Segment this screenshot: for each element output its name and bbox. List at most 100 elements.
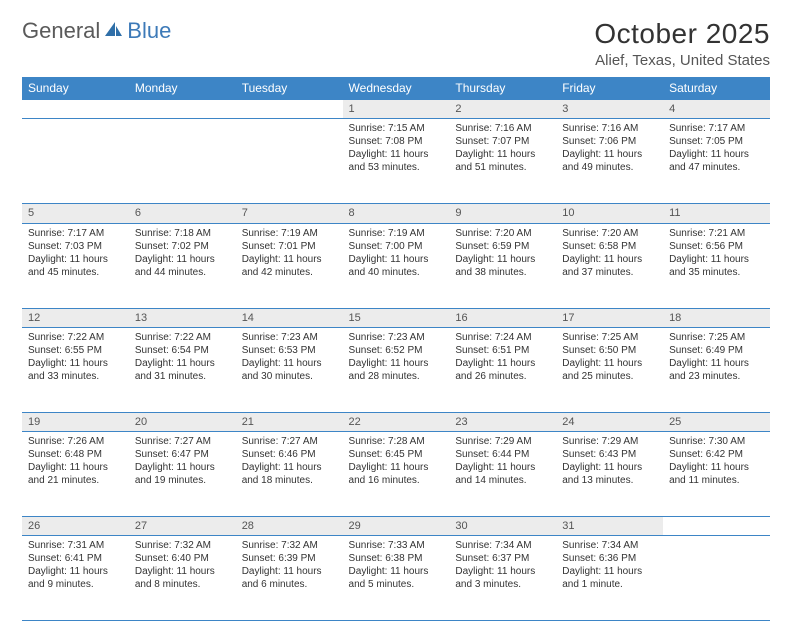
- day-number-cell: 3: [556, 100, 663, 119]
- logo: General Blue: [22, 18, 171, 44]
- day-cell: Sunrise: 7:19 AMSunset: 7:00 PMDaylight:…: [343, 223, 450, 308]
- day-number-cell: 12: [22, 308, 129, 327]
- day-cell: Sunrise: 7:25 AMSunset: 6:49 PMDaylight:…: [663, 327, 770, 412]
- sunrise-line: Sunrise: 7:19 AM: [349, 227, 444, 240]
- daylight-line: Daylight: 11 hours and 51 minutes.: [455, 148, 550, 174]
- day-number-cell: 24: [556, 412, 663, 431]
- day-cell: Sunrise: 7:17 AMSunset: 7:03 PMDaylight:…: [22, 223, 129, 308]
- day-content-row: Sunrise: 7:17 AMSunset: 7:03 PMDaylight:…: [22, 223, 770, 308]
- day-number-cell: 10: [556, 204, 663, 223]
- sunset-line: Sunset: 6:59 PM: [455, 240, 550, 253]
- sunset-line: Sunset: 7:03 PM: [28, 240, 123, 253]
- daylight-line: Daylight: 11 hours and 44 minutes.: [135, 253, 230, 279]
- daylight-line: Daylight: 11 hours and 38 minutes.: [455, 253, 550, 279]
- sunset-line: Sunset: 6:58 PM: [562, 240, 657, 253]
- sunrise-line: Sunrise: 7:27 AM: [135, 435, 230, 448]
- day-cell: Sunrise: 7:16 AMSunset: 7:06 PMDaylight:…: [556, 119, 663, 204]
- weekday-header-row: SundayMondayTuesdayWednesdayThursdayFrid…: [22, 77, 770, 100]
- sunrise-line: Sunrise: 7:18 AM: [135, 227, 230, 240]
- day-cell: Sunrise: 7:32 AMSunset: 6:40 PMDaylight:…: [129, 536, 236, 621]
- day-cell: Sunrise: 7:27 AMSunset: 6:46 PMDaylight:…: [236, 432, 343, 517]
- sunrise-line: Sunrise: 7:31 AM: [28, 539, 123, 552]
- sunrise-line: Sunrise: 7:29 AM: [455, 435, 550, 448]
- sunset-line: Sunset: 6:41 PM: [28, 552, 123, 565]
- sunset-line: Sunset: 7:07 PM: [455, 135, 550, 148]
- day-number-cell: 13: [129, 308, 236, 327]
- day-cell: Sunrise: 7:27 AMSunset: 6:47 PMDaylight:…: [129, 432, 236, 517]
- daylight-line: Daylight: 11 hours and 28 minutes.: [349, 357, 444, 383]
- weekday-header: Thursday: [449, 77, 556, 100]
- sunrise-line: Sunrise: 7:22 AM: [28, 331, 123, 344]
- daylight-line: Daylight: 11 hours and 21 minutes.: [28, 461, 123, 487]
- sunrise-line: Sunrise: 7:32 AM: [135, 539, 230, 552]
- sunset-line: Sunset: 6:42 PM: [669, 448, 764, 461]
- day-cell: Sunrise: 7:23 AMSunset: 6:52 PMDaylight:…: [343, 327, 450, 412]
- day-number-cell: [129, 100, 236, 119]
- weekday-header: Friday: [556, 77, 663, 100]
- sunset-line: Sunset: 6:51 PM: [455, 344, 550, 357]
- day-cell: Sunrise: 7:23 AMSunset: 6:53 PMDaylight:…: [236, 327, 343, 412]
- daylight-line: Daylight: 11 hours and 16 minutes.: [349, 461, 444, 487]
- daylight-line: Daylight: 11 hours and 40 minutes.: [349, 253, 444, 279]
- sunrise-line: Sunrise: 7:27 AM: [242, 435, 337, 448]
- daylight-line: Daylight: 11 hours and 33 minutes.: [28, 357, 123, 383]
- calendar-table: SundayMondayTuesdayWednesdayThursdayFrid…: [22, 77, 770, 621]
- sunset-line: Sunset: 6:48 PM: [28, 448, 123, 461]
- daylight-line: Daylight: 11 hours and 47 minutes.: [669, 148, 764, 174]
- month-title: October 2025: [594, 18, 770, 50]
- day-cell: Sunrise: 7:24 AMSunset: 6:51 PMDaylight:…: [449, 327, 556, 412]
- day-number-cell: 14: [236, 308, 343, 327]
- sunrise-line: Sunrise: 7:16 AM: [562, 122, 657, 135]
- day-cell: Sunrise: 7:28 AMSunset: 6:45 PMDaylight:…: [343, 432, 450, 517]
- daylight-line: Daylight: 11 hours and 49 minutes.: [562, 148, 657, 174]
- sunset-line: Sunset: 6:39 PM: [242, 552, 337, 565]
- sunset-line: Sunset: 6:38 PM: [349, 552, 444, 565]
- daylight-line: Daylight: 11 hours and 42 minutes.: [242, 253, 337, 279]
- day-number-cell: 2: [449, 100, 556, 119]
- sunrise-line: Sunrise: 7:25 AM: [669, 331, 764, 344]
- day-cell: Sunrise: 7:25 AMSunset: 6:50 PMDaylight:…: [556, 327, 663, 412]
- day-number-cell: 28: [236, 517, 343, 536]
- weekday-header: Saturday: [663, 77, 770, 100]
- day-number-cell: 15: [343, 308, 450, 327]
- day-cell: [663, 536, 770, 621]
- day-number-cell: [22, 100, 129, 119]
- sunset-line: Sunset: 6:37 PM: [455, 552, 550, 565]
- sunrise-line: Sunrise: 7:22 AM: [135, 331, 230, 344]
- sunset-line: Sunset: 7:06 PM: [562, 135, 657, 148]
- sunrise-line: Sunrise: 7:17 AM: [28, 227, 123, 240]
- sunrise-line: Sunrise: 7:20 AM: [562, 227, 657, 240]
- day-number-cell: 9: [449, 204, 556, 223]
- sunset-line: Sunset: 6:45 PM: [349, 448, 444, 461]
- day-content-row: Sunrise: 7:31 AMSunset: 6:41 PM Daylight:…: [22, 536, 770, 621]
- day-content-row: Sunrise: 7:15 AMSunset: 7:08 PMDaylight:…: [22, 119, 770, 204]
- sunrise-line: Sunrise: 7:19 AM: [242, 227, 337, 240]
- sunset-line: Sunset: 7:01 PM: [242, 240, 337, 253]
- sunset-line: Sunset: 6:49 PM: [669, 344, 764, 357]
- sunset-line: Sunset: 7:08 PM: [349, 135, 444, 148]
- day-number-cell: [236, 100, 343, 119]
- day-cell: Sunrise: 7:19 AMSunset: 7:01 PMDaylight:…: [236, 223, 343, 308]
- logo-sail-icon: [103, 20, 123, 43]
- sunrise-line: Sunrise: 7:21 AM: [669, 227, 764, 240]
- daylight-line: Daylight: 11 hours and 19 minutes.: [135, 461, 230, 487]
- location-label: Alief, Texas, United States: [594, 52, 770, 69]
- day-number-cell: 18: [663, 308, 770, 327]
- day-cell: [236, 119, 343, 204]
- day-cell: Sunrise: 7:29 AMSunset: 6:44 PMDaylight:…: [449, 432, 556, 517]
- daylight-line: Daylight: 11 hours and 26 minutes.: [455, 357, 550, 383]
- day-cell: Sunrise: 7:17 AMSunset: 7:05 PMDaylight:…: [663, 119, 770, 204]
- daylight-line: Daylight: 11 hours and 13 minutes.: [562, 461, 657, 487]
- sunset-line: Sunset: 6:52 PM: [349, 344, 444, 357]
- daylight-line: Daylight: 11 hours and 45 minutes.: [28, 253, 123, 279]
- day-number-cell: 22: [343, 412, 450, 431]
- day-cell: Sunrise: 7:33 AMSunset: 6:38 PMDaylight:…: [343, 536, 450, 621]
- sunrise-line: Sunrise: 7:25 AM: [562, 331, 657, 344]
- daylight-line: Daylight: 11 hours and 11 minutes.: [669, 461, 764, 487]
- sunset-line: Sunset: 6:36 PM: [562, 552, 657, 565]
- day-number-cell: 29: [343, 517, 450, 536]
- day-cell: Sunrise: 7:29 AMSunset: 6:43 PMDaylight:…: [556, 432, 663, 517]
- day-cell: Sunrise: 7:34 AMSunset: 6:36 PMDaylight:…: [556, 536, 663, 621]
- daylight-line: Daylight: 11 hours and 1 minute.: [562, 565, 657, 591]
- sunrise-line: Sunrise: 7:24 AM: [455, 331, 550, 344]
